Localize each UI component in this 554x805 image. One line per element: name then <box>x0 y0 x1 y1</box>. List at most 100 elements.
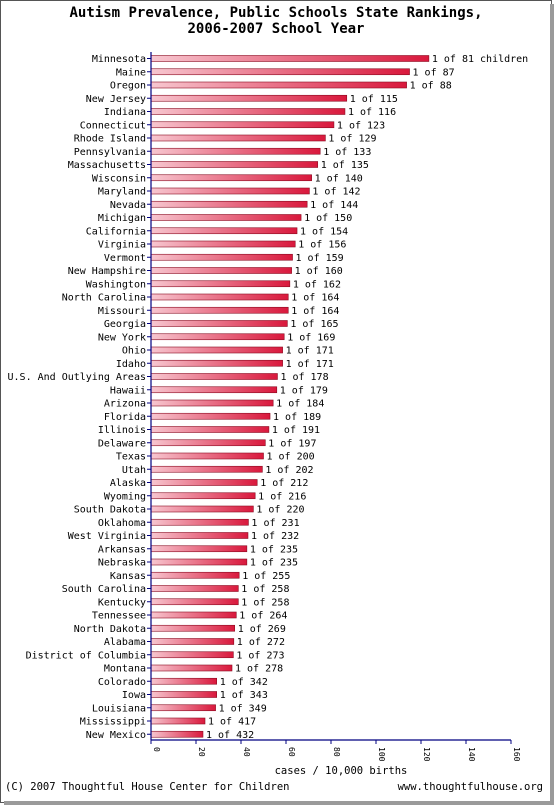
data-label: 1 of 129 <box>328 134 376 145</box>
data-label: 1 of 115 <box>350 94 398 105</box>
bar-36 <box>150 532 249 539</box>
x-axis-label: cases / 10,000 births <box>275 765 408 777</box>
category-label: New Hampshire <box>68 266 146 277</box>
axis-layer <box>147 52 512 744</box>
bar-32 <box>150 479 258 486</box>
bar-19 <box>150 306 289 314</box>
data-label: 1 of 189 <box>273 412 321 423</box>
category-label: Georgia <box>104 319 146 330</box>
bar-21 <box>150 333 285 341</box>
data-label: 1 of 258 <box>241 584 289 595</box>
data-label: 1 of 160 <box>295 266 343 277</box>
bar-33 <box>150 492 256 500</box>
bar-14 <box>150 240 296 248</box>
bar-42 <box>150 611 237 619</box>
bar-48 <box>150 691 217 698</box>
data-label: 1 of 200 <box>267 452 315 463</box>
bar-3 <box>150 94 348 102</box>
bar-26 <box>150 399 274 407</box>
bar-4 <box>150 108 346 115</box>
category-label: Oklahoma <box>98 518 146 529</box>
category-label: Idaho <box>116 359 146 370</box>
data-label: 1 of 140 <box>315 173 363 184</box>
bar-29 <box>150 439 266 447</box>
category-label: Kentucky <box>98 597 146 608</box>
data-label: 1 of 212 <box>260 478 308 489</box>
data-label: 1 of 164 <box>291 306 339 317</box>
data-label: 1 of 159 <box>296 253 344 264</box>
bar-30 <box>150 452 264 460</box>
x-tick-label: 80 <box>332 747 341 757</box>
data-label: 1 of 278 <box>235 664 283 675</box>
data-label: 1 of 135 <box>321 160 369 171</box>
data-label: 1 of 231 <box>251 518 299 529</box>
x-tick-label: 20 <box>197 747 206 757</box>
data-label: 1 of 220 <box>256 505 304 516</box>
category-label: California <box>86 226 146 237</box>
bar-49 <box>150 704 216 712</box>
data-label: 1 of 255 <box>242 571 290 582</box>
category-label: Missouri <box>98 306 146 317</box>
category-label: New Jersey <box>86 94 146 105</box>
data-label: 1 of 417 <box>208 717 256 728</box>
x-tick-label: 100 <box>377 747 386 762</box>
bar-31 <box>150 465 263 473</box>
chart-title-line-2: 2006-2007 School Year <box>187 21 365 37</box>
category-label: U.S. And Outlying Areas <box>8 372 146 383</box>
footer-website[interactable]: www.thoughtfulhouse.org <box>397 781 543 793</box>
bar-12 <box>150 214 302 221</box>
data-label: 1 of 191 <box>272 425 320 436</box>
frame-shadow-bottom <box>4 801 554 805</box>
bar-8 <box>150 161 319 168</box>
x-tick-label: 120 <box>422 747 431 762</box>
category-label: Delaware <box>98 438 146 449</box>
category-label: Louisiana <box>92 703 146 714</box>
x-tick-label: 0 <box>152 747 161 752</box>
data-label: 1 of 264 <box>239 611 287 622</box>
data-label: 1 of 216 <box>258 491 306 502</box>
x-tick-label: 160 <box>512 747 521 762</box>
bar-38 <box>150 558 248 566</box>
bar-18 <box>150 293 289 301</box>
bar-35 <box>150 518 249 526</box>
category-label: North Carolina <box>62 293 146 304</box>
bar-27 <box>150 412 271 420</box>
bar-15 <box>150 253 293 261</box>
data-label: 1 of 171 <box>286 346 334 357</box>
data-label: 1 of 154 <box>300 226 348 237</box>
category-label: Pennsylvania <box>74 147 146 158</box>
category-label: Iowa <box>122 690 146 701</box>
bar-20 <box>150 320 288 327</box>
category-label: Michigan <box>98 213 146 224</box>
category-label: Texas <box>116 452 146 463</box>
bar-11 <box>150 200 308 208</box>
data-label: 1 of 169 <box>287 332 335 343</box>
bar-37 <box>150 545 248 553</box>
bar-7 <box>150 147 321 155</box>
data-label: 1 of 162 <box>293 279 341 290</box>
bar-24 <box>150 373 278 380</box>
x-tick-label: 40 <box>242 747 251 757</box>
bar-9 <box>150 174 312 182</box>
category-label: Wisconsin <box>92 173 146 184</box>
category-label: Oregon <box>110 81 146 92</box>
category-label: Virginia <box>98 240 146 251</box>
data-label: 1 of 87 <box>413 67 455 78</box>
category-label: Alaska <box>110 478 146 489</box>
data-label: 1 of 235 <box>250 558 298 569</box>
data-label: 1 of 235 <box>250 544 298 555</box>
category-label: Mississippi <box>80 717 146 728</box>
data-label: 1 of 81 children <box>432 54 528 65</box>
category-label: Ohio <box>122 346 146 357</box>
category-label: Rhode Island <box>74 134 146 145</box>
bar-23 <box>150 359 283 367</box>
bar-5 <box>150 121 335 129</box>
footer-copyright: (C) 2007 Thoughtful House Center for Chi… <box>5 781 290 793</box>
data-label: 1 of 202 <box>265 465 313 476</box>
category-label: Colorado <box>98 677 146 688</box>
bar-50 <box>150 717 206 725</box>
data-label: 1 of 165 <box>290 319 338 330</box>
bar-17 <box>150 280 291 288</box>
